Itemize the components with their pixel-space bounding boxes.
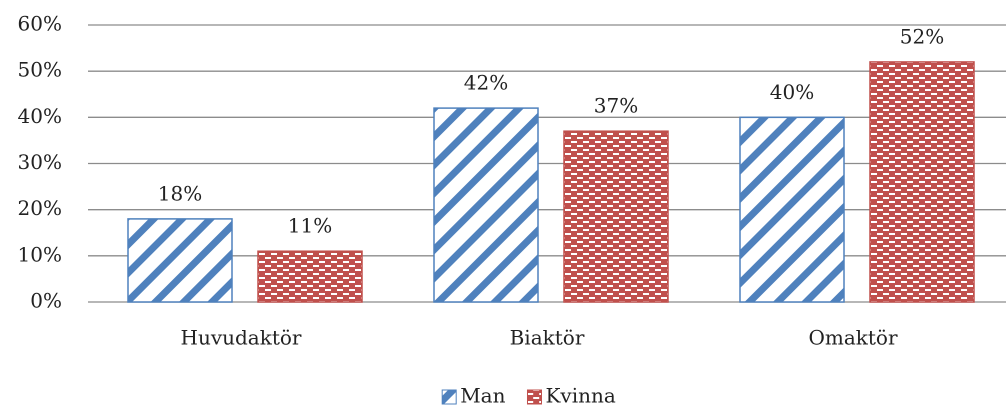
data-label: 40% — [770, 80, 814, 104]
data-label: 42% — [464, 71, 508, 95]
x-tick-label: Biaktör — [510, 326, 585, 350]
bar — [127, 218, 233, 303]
legend-swatch — [526, 389, 542, 405]
data-label: 18% — [158, 181, 202, 205]
legend: Man Kvinna — [441, 384, 616, 408]
legend-label: Man — [460, 384, 505, 408]
x-tick-label: Omaktör — [808, 326, 897, 350]
y-tick-label: 30% — [18, 150, 62, 174]
y-tick-label: 0% — [30, 289, 62, 313]
data-label: 11% — [288, 214, 332, 238]
y-tick-label: 50% — [18, 58, 62, 82]
bar — [739, 116, 845, 303]
y-tick-label: 20% — [18, 196, 62, 220]
bar — [563, 130, 669, 303]
legend-label: Kvinna — [545, 384, 615, 408]
data-label: 52% — [900, 24, 944, 48]
y-tick-label: 10% — [18, 242, 62, 266]
bar — [433, 107, 539, 303]
bar — [869, 61, 975, 303]
y-tick-label: 60% — [18, 12, 62, 36]
bar — [257, 250, 363, 303]
y-tick-label: 40% — [18, 104, 62, 128]
data-label: 37% — [594, 94, 638, 118]
legend-swatch — [441, 389, 457, 405]
x-tick-label: Huvudaktör — [181, 326, 302, 350]
